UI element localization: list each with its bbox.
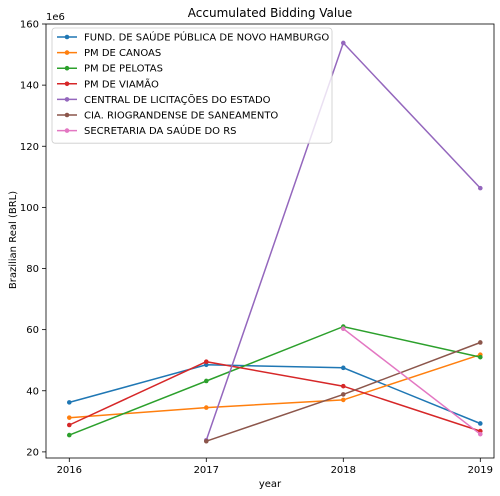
- legend-marker: [64, 128, 70, 133]
- data-point: [66, 415, 72, 420]
- series-line: [69, 353, 481, 419]
- y-tick-label: 20: [26, 447, 39, 458]
- data-point: [203, 359, 209, 365]
- series-6: [340, 326, 483, 437]
- series-3: [66, 359, 483, 434]
- legend-label: SECRETARIA DA SAÚDE DO RS: [84, 124, 237, 137]
- y-tick-label: 120: [20, 142, 39, 153]
- legend-label: CIA. RIOGRANDENSE DE SANEAMENTO: [84, 111, 278, 122]
- data-point: [340, 40, 346, 46]
- legend-label: PM DE VIAMÃO: [84, 77, 159, 90]
- series-2: [66, 324, 483, 438]
- legend-item: CENTRAL DE LICITAÇÕES DO ESTADO: [57, 93, 271, 106]
- y-tick-label: 100: [20, 203, 39, 214]
- legend-item: PM DE CANOAS: [57, 48, 161, 59]
- data-point: [203, 438, 209, 444]
- legend-marker: [64, 97, 70, 102]
- y-axis: 20 40 60 80 100 120 140 160: [20, 20, 46, 458]
- legend-item: SECRETARIA DA SAÚDE DO RS: [57, 124, 237, 137]
- data-point: [340, 397, 346, 403]
- data-point: [66, 432, 72, 438]
- legend-marker: [64, 81, 70, 87]
- data-point: [340, 326, 346, 332]
- data-point: [477, 421, 483, 426]
- legend-label: CENTRAL DE LICITAÇÕES DO ESTADO: [84, 93, 271, 106]
- legend: FUND. DE SAÚDE PÚBLICA DE NOVO HAMBURGO P…: [51, 27, 333, 144]
- y-axis-label: Brazilian Real (BRL): [8, 191, 19, 289]
- y-tick-label: 60: [26, 325, 39, 336]
- x-tick-label: 2017: [194, 465, 219, 476]
- series-line: [342, 328, 481, 435]
- x-tick-label: 2018: [331, 465, 356, 476]
- data-point: [66, 422, 72, 428]
- legend-label: FUND. DE SAÚDE PÚBLICA DE NOVO HAMBURGO: [84, 31, 329, 44]
- y-tick-label: 80: [26, 264, 39, 275]
- data-point: [477, 340, 483, 345]
- series-0: [66, 362, 483, 426]
- legend-item: PM DE PELOTAS: [57, 64, 163, 75]
- legend-marker: [64, 34, 70, 40]
- y-offset-label: 1e6: [46, 12, 65, 23]
- data-point: [203, 378, 209, 384]
- series-line: [69, 364, 481, 425]
- data-point: [340, 365, 346, 371]
- series-line: [206, 341, 481, 442]
- x-axis-label: year: [259, 479, 282, 490]
- data-point: [340, 392, 346, 397]
- legend-item: FUND. DE SAÚDE PÚBLICA DE NOVO HAMBURGO: [57, 31, 329, 44]
- legend-label: PM DE PELOTAS: [84, 64, 163, 75]
- x-axis: 2016 2017 2018 2019: [57, 458, 493, 476]
- legend-marker: [64, 50, 70, 55]
- series-line: [68, 360, 481, 432]
- legend-label: PM DE CANOAS: [84, 48, 161, 59]
- chart-title: Accumulated Bidding Value: [188, 6, 352, 20]
- data-point: [477, 431, 483, 437]
- data-point: [477, 185, 483, 191]
- legend-marker: [64, 112, 70, 118]
- y-tick-label: 40: [26, 386, 39, 397]
- data-point: [477, 354, 483, 360]
- legend-marker: [64, 65, 70, 71]
- legend-box: [51, 27, 333, 144]
- data-point: [340, 383, 346, 389]
- legend-item: PM DE VIAMÃO: [57, 77, 159, 90]
- y-tick-label: 160: [20, 20, 39, 31]
- series-line: [69, 325, 481, 436]
- data-point: [203, 405, 209, 410]
- x-tick-label: 2019: [468, 465, 493, 476]
- series-5: [203, 340, 483, 444]
- x-tick-label: 2016: [57, 465, 82, 476]
- legend-item: CIA. RIOGRANDENSE DE SANEAMENTO: [57, 111, 278, 122]
- plot-area-frame: [45, 23, 495, 459]
- data-point: [66, 400, 72, 405]
- y-tick-label: 140: [20, 81, 39, 92]
